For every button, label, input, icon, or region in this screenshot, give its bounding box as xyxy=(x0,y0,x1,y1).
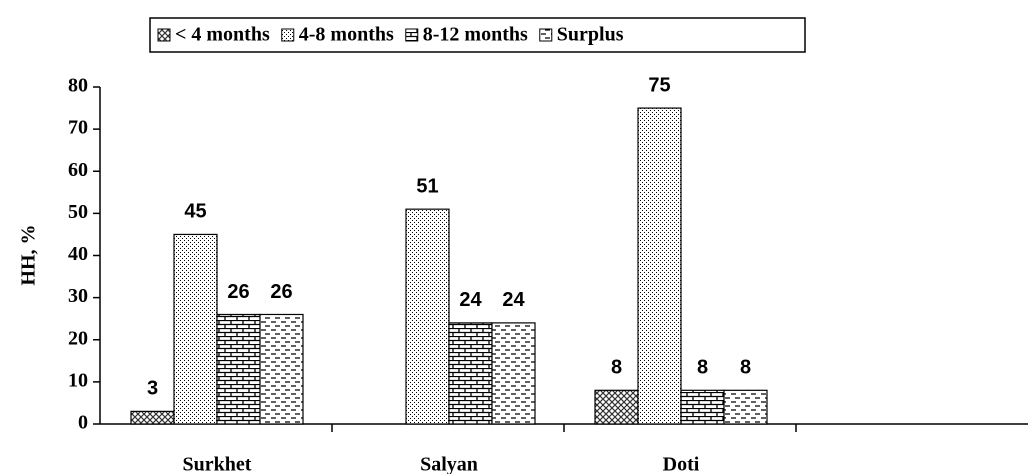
legend-box xyxy=(149,17,806,53)
bar xyxy=(405,208,450,425)
value-label: 8 xyxy=(740,357,751,379)
legend-label: 8-12 months xyxy=(423,24,528,46)
bar xyxy=(130,410,175,425)
bar xyxy=(637,107,682,425)
y-tick-label: 80 xyxy=(68,75,88,97)
y-tick-label: 30 xyxy=(68,285,88,307)
bar xyxy=(216,313,261,425)
y-tick-label: 70 xyxy=(68,117,88,139)
value-label: 75 xyxy=(648,74,670,96)
value-label: 3 xyxy=(147,378,158,400)
y-tick-label: 60 xyxy=(68,159,88,181)
y-tick-label: 40 xyxy=(68,243,88,265)
bar xyxy=(594,389,639,425)
legend-swatch xyxy=(281,28,295,42)
bar xyxy=(680,389,725,425)
legend-label: Surplus xyxy=(557,24,624,46)
value-label: 26 xyxy=(227,281,249,303)
y-tick-label: 50 xyxy=(68,201,88,223)
y-tick-label: 20 xyxy=(68,327,88,349)
bar xyxy=(723,389,768,425)
y-tick-label: 10 xyxy=(68,369,88,391)
value-label: 24 xyxy=(502,289,525,311)
bar xyxy=(259,313,304,425)
legend-swatch xyxy=(157,28,171,42)
y-axis-label: HH, % xyxy=(18,224,40,285)
x-tick-label: Doti xyxy=(663,454,700,474)
x-tick-label: Salyan xyxy=(420,454,478,474)
legend-label: 4-8 months xyxy=(299,24,394,46)
value-label: 8 xyxy=(611,357,622,379)
value-label: 51 xyxy=(416,175,438,197)
value-label: 26 xyxy=(270,281,292,303)
bar xyxy=(173,233,218,425)
bar xyxy=(491,322,536,425)
legend-swatch xyxy=(405,28,419,42)
x-tick-label: Surkhet xyxy=(183,454,252,474)
bar xyxy=(448,322,493,425)
value-label: 45 xyxy=(184,201,206,223)
value-label: 8 xyxy=(697,357,708,379)
legend-label: < 4 months xyxy=(175,24,270,46)
y-tick-label: 0 xyxy=(78,412,88,434)
legend-swatch xyxy=(539,28,553,42)
value-label: 24 xyxy=(459,289,482,311)
